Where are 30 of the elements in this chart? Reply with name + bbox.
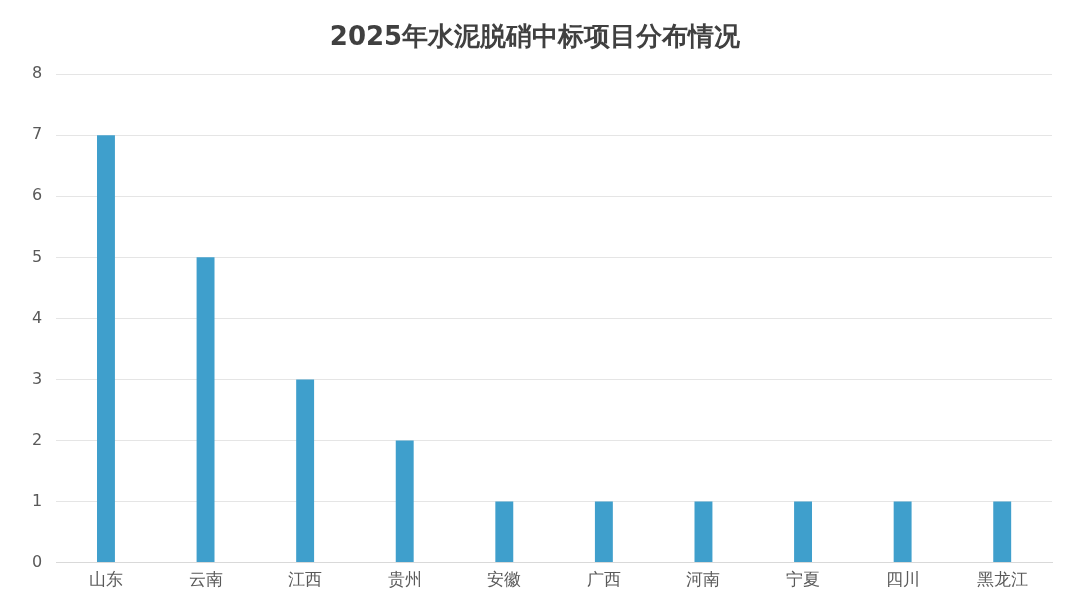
y-tick-label: 5 bbox=[31, 246, 43, 266]
y-tick-label: 3 bbox=[31, 368, 43, 388]
bar bbox=[893, 501, 912, 563]
x-tick-label: 宁夏 bbox=[786, 569, 821, 590]
x-tick-label: 江西 bbox=[288, 569, 323, 590]
y-tick-label: 0 bbox=[31, 551, 43, 571]
chart-title: 2025年水泥脱硝中标项目分布情况 bbox=[329, 21, 742, 52]
x-tick-label: 安徽 bbox=[487, 569, 522, 590]
bar bbox=[296, 379, 315, 563]
bar bbox=[993, 501, 1012, 563]
y-tick-label: 8 bbox=[31, 63, 43, 83]
y-tick-label: 4 bbox=[31, 307, 43, 327]
bar bbox=[395, 440, 414, 563]
x-tick-label: 四川 bbox=[885, 569, 920, 590]
bar bbox=[495, 501, 514, 563]
x-tick-label: 广西 bbox=[586, 569, 621, 590]
x-tick-label: 贵州 bbox=[387, 569, 422, 590]
x-tick-label: 云南 bbox=[188, 569, 223, 590]
x-tick-label: 山东 bbox=[88, 569, 123, 590]
bar bbox=[694, 501, 713, 563]
y-tick-label: 1 bbox=[31, 490, 43, 510]
y-tick-label: 2 bbox=[31, 429, 43, 449]
bar bbox=[794, 501, 813, 563]
x-tick-label: 河南 bbox=[686, 569, 721, 590]
bar bbox=[196, 257, 215, 563]
bar bbox=[97, 135, 115, 563]
y-tick-label: 7 bbox=[31, 124, 43, 144]
bar bbox=[594, 501, 613, 563]
y-tick-label: 6 bbox=[31, 185, 43, 205]
x-tick-label: 黑龙江 bbox=[976, 569, 1028, 590]
